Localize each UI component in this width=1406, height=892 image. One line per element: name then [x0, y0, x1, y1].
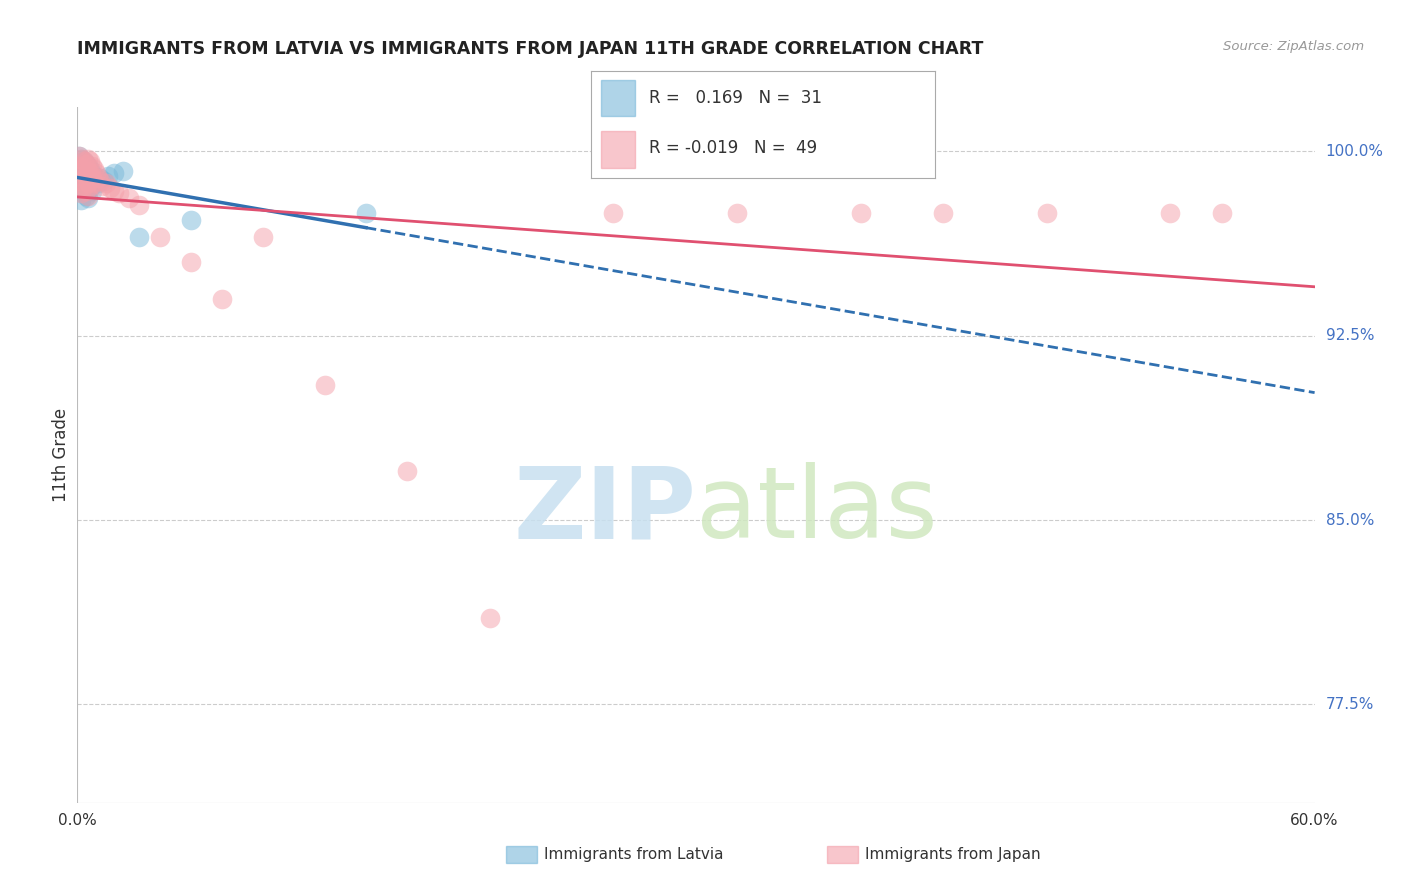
Text: 85.0%: 85.0%: [1326, 513, 1374, 527]
Point: [103, 166, 125, 180]
Point: [76, 152, 98, 166]
Point: [103, 184, 125, 198]
Point: [79, 166, 101, 180]
Point: [84, 166, 107, 180]
Text: Immigrants from Latvia: Immigrants from Latvia: [544, 847, 724, 862]
Point: [118, 191, 141, 205]
Point: [79, 161, 101, 176]
Point: [80, 166, 103, 180]
Point: [128, 198, 150, 212]
Point: [72, 154, 94, 169]
Point: [149, 230, 172, 244]
Point: [72, 178, 94, 193]
Point: [70, 194, 93, 208]
Point: [80, 184, 103, 198]
Point: [76, 176, 98, 190]
Point: [96, 176, 118, 190]
Point: [80, 159, 103, 173]
Point: [97, 169, 120, 183]
Point: [84, 174, 107, 188]
Point: [76, 164, 98, 178]
Point: [478, 611, 501, 625]
Point: [180, 255, 202, 269]
Point: [76, 159, 98, 173]
Point: [83, 176, 105, 190]
Point: [75, 169, 97, 183]
Point: [75, 156, 97, 170]
Point: [107, 186, 129, 200]
Point: [70, 164, 93, 178]
Point: [67, 161, 90, 176]
Point: [180, 213, 202, 227]
Point: [72, 166, 94, 180]
Text: 77.5%: 77.5%: [1326, 697, 1374, 712]
Point: [70, 178, 93, 193]
Point: [75, 188, 97, 202]
Point: [80, 171, 103, 186]
Point: [89, 171, 111, 186]
Point: [93, 174, 115, 188]
Point: [1035, 206, 1057, 220]
Point: [1159, 206, 1181, 220]
Point: [314, 377, 336, 392]
Point: [70, 152, 93, 166]
Point: [72, 154, 94, 169]
Point: [111, 164, 134, 178]
Point: [75, 174, 97, 188]
Point: [67, 159, 90, 173]
Point: [76, 188, 98, 202]
Point: [211, 292, 233, 306]
Text: R =   0.169   N =  31: R = 0.169 N = 31: [650, 89, 823, 107]
Point: [602, 206, 624, 220]
Point: [79, 178, 101, 193]
Point: [128, 230, 150, 244]
Point: [252, 230, 274, 244]
Point: [725, 206, 748, 220]
Y-axis label: 11th Grade: 11th Grade: [52, 408, 70, 502]
Point: [354, 206, 377, 220]
Text: Immigrants from Japan: Immigrants from Japan: [865, 847, 1040, 862]
Point: [75, 184, 97, 198]
Point: [79, 181, 101, 195]
Point: [849, 206, 872, 220]
Point: [67, 149, 90, 163]
Point: [79, 154, 101, 169]
Point: [83, 161, 105, 176]
Bar: [600, 80, 636, 116]
Text: IMMIGRANTS FROM LATVIA VS IMMIGRANTS FROM JAPAN 11TH GRADE CORRELATION CHART: IMMIGRANTS FROM LATVIA VS IMMIGRANTS FRO…: [77, 40, 984, 58]
Point: [87, 176, 110, 190]
Point: [932, 206, 955, 220]
Point: [87, 171, 110, 186]
Point: [67, 169, 90, 183]
Bar: [600, 131, 636, 168]
Point: [98, 181, 121, 195]
Point: [1211, 206, 1233, 220]
Point: [72, 184, 94, 198]
Point: [67, 149, 90, 163]
Point: [67, 181, 90, 195]
Point: [76, 191, 98, 205]
Text: Source: ZipAtlas.com: Source: ZipAtlas.com: [1223, 40, 1364, 54]
Point: [83, 169, 105, 183]
Point: [70, 152, 93, 166]
Point: [70, 186, 93, 200]
Point: [76, 176, 98, 190]
Point: [70, 174, 93, 188]
Point: [75, 156, 97, 170]
Text: ZIP: ZIP: [513, 462, 696, 559]
Point: [91, 178, 114, 193]
Text: R = -0.019   N =  49: R = -0.019 N = 49: [650, 139, 817, 157]
Point: [70, 161, 93, 176]
Point: [72, 169, 94, 183]
Text: 100.0%: 100.0%: [1326, 144, 1384, 159]
Point: [396, 464, 419, 478]
Point: [89, 174, 111, 188]
Point: [67, 174, 90, 188]
Text: atlas: atlas: [696, 462, 938, 559]
Text: 92.5%: 92.5%: [1326, 328, 1374, 343]
